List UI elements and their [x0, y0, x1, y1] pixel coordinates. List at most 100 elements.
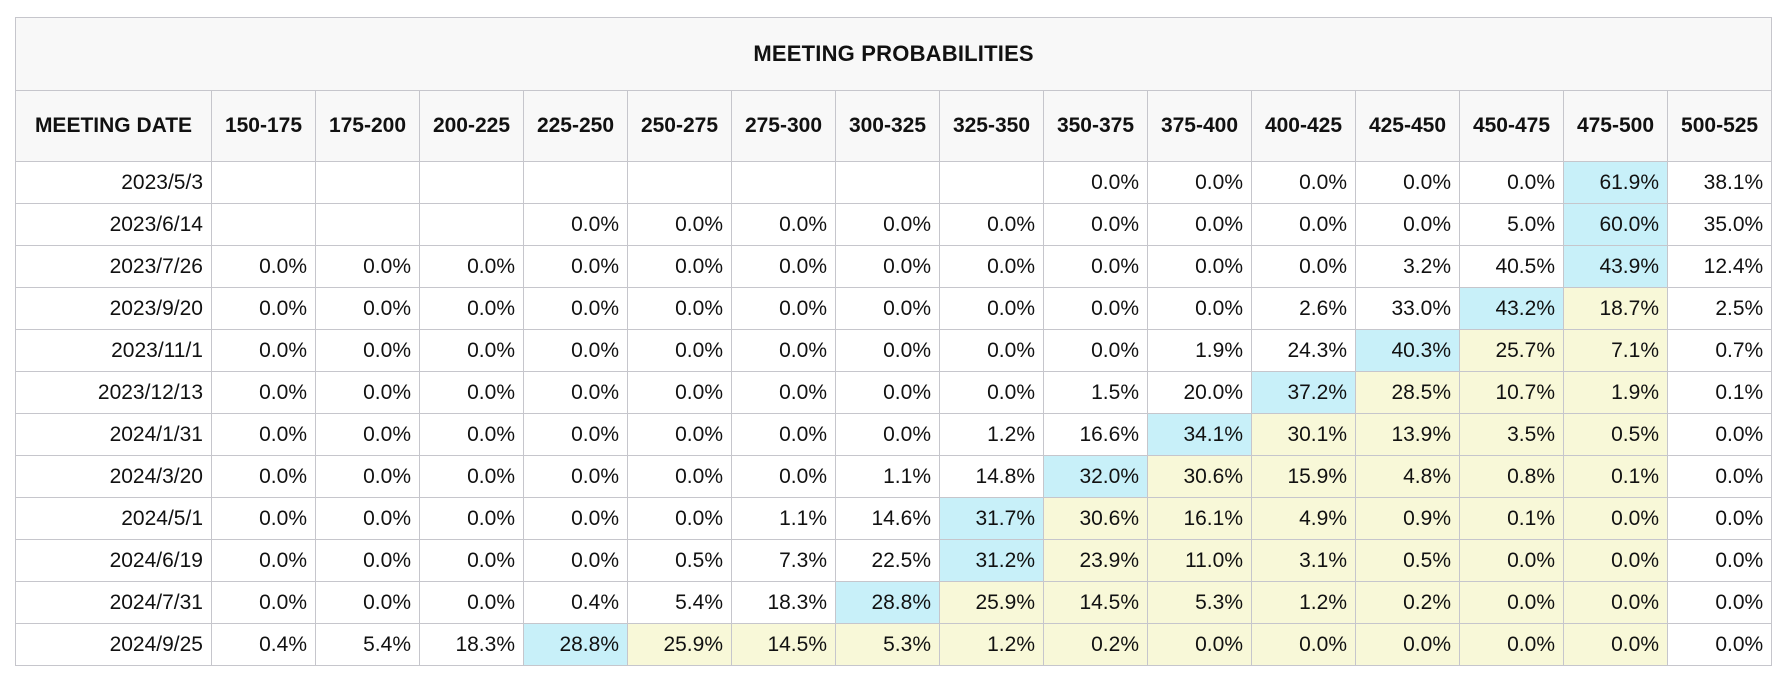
rate-range-header: 475-500 — [1563, 90, 1668, 162]
probability-cell: 0.0% — [523, 371, 628, 414]
probability-cell: 0.1% — [1459, 497, 1564, 540]
probability-cell: 0.0% — [315, 413, 420, 456]
table-title: MEETING PROBABILITIES — [14, 17, 1773, 91]
probability-cell: 0.0% — [1459, 581, 1564, 624]
probability-cell: 0.0% — [211, 539, 316, 582]
rate-range-header: 300-325 — [835, 90, 940, 162]
probability-cell: 18.3% — [419, 623, 524, 666]
meeting-date-header: MEETING DATE — [15, 90, 212, 162]
probability-cell: 0.0% — [835, 203, 940, 246]
probability-cell: 30.6% — [1043, 497, 1148, 540]
probability-cell: 0.0% — [419, 497, 524, 540]
probability-cell: 0.0% — [1251, 623, 1356, 666]
probability-cell: 1.5% — [1043, 371, 1148, 414]
probability-cell: 0.0% — [939, 371, 1044, 414]
probability-cell: 0.0% — [1251, 245, 1356, 288]
probability-cell: 22.5% — [835, 539, 940, 582]
probability-cell: 0.0% — [731, 203, 836, 246]
probability-cell: 0.0% — [1147, 287, 1252, 330]
probability-cell: 61.9% — [1563, 161, 1668, 204]
rate-range-header: 200-225 — [419, 90, 524, 162]
probability-cell: 0.0% — [1147, 203, 1252, 246]
rate-range-header: 425-450 — [1355, 90, 1460, 162]
probability-cell: 16.6% — [1043, 413, 1148, 456]
probability-cell: 0.0% — [1459, 161, 1564, 204]
table-row: 2023/11/1 0.0% 0.0% 0.0% 0.0% 0.0% 0.0% 0.0% 0.0… — [15, 329, 1773, 372]
probability-cell: 0.0% — [419, 287, 524, 330]
probability-cell: 1.2% — [939, 623, 1044, 666]
probability-cell: 0.0% — [627, 413, 732, 456]
table-row: 2023/12/13 0.0% 0.0% 0.0% 0.0% 0.0% 0.0% 0.0% 0.… — [15, 371, 1773, 414]
meeting-date-cell: 2023/6/14 — [15, 203, 212, 246]
probability-cell: 0.0% — [419, 581, 524, 624]
probability-cell: 28.8% — [523, 623, 628, 666]
probability-cell: 40.3% — [1355, 329, 1460, 372]
probability-cell: 0.0% — [1147, 161, 1252, 204]
probability-cell: 18.3% — [731, 581, 836, 624]
probability-cell: 4.8% — [1355, 455, 1460, 498]
probability-cell: 0.0% — [1666, 497, 1773, 540]
probability-cell: 1.1% — [835, 455, 940, 498]
probability-cell: 0.0% — [1666, 539, 1773, 582]
probability-cell: 30.6% — [1147, 455, 1252, 498]
probability-cell — [939, 161, 1044, 204]
probability-cell: 11.0% — [1147, 539, 1252, 582]
header-row: MEETING DATE 150-175 175-200 200-225 225-25… — [15, 90, 1773, 162]
table-row: 2024/6/19 0.0% 0.0% 0.0% 0.0% 0.5% 7.3% 22.5% 31… — [15, 539, 1773, 582]
probability-cell: 28.8% — [835, 581, 940, 624]
probability-cell: 0.0% — [1147, 623, 1252, 666]
probability-cell: 0.0% — [939, 287, 1044, 330]
probability-cell: 0.0% — [1563, 539, 1668, 582]
probability-cell — [419, 161, 524, 204]
probability-cell: 3.2% — [1355, 245, 1460, 288]
probability-cell: 0.0% — [419, 539, 524, 582]
probability-cell — [315, 203, 420, 246]
probability-cell: 0.0% — [627, 287, 732, 330]
probability-cell: 33.0% — [1355, 287, 1460, 330]
probability-cell: 0.2% — [1355, 581, 1460, 624]
probability-cell: 0.0% — [835, 245, 940, 288]
meeting-date-cell: 2024/5/1 — [15, 497, 212, 540]
probability-cell: 5.0% — [1459, 203, 1564, 246]
probability-cell: 0.8% — [1459, 455, 1564, 498]
probability-cell: 0.0% — [627, 497, 732, 540]
probability-cell: 0.1% — [1666, 371, 1773, 414]
probability-cell: 1.2% — [939, 413, 1044, 456]
probability-cell: 1.1% — [731, 497, 836, 540]
probability-cell: 0.0% — [1043, 245, 1148, 288]
probability-cell: 0.0% — [731, 287, 836, 330]
probability-cell: 0.0% — [1251, 203, 1356, 246]
probability-cell: 5.4% — [627, 581, 732, 624]
probability-cell: 0.0% — [1355, 161, 1460, 204]
table-body: 2023/5/3 0.0% 0.0% 0.0% 0.0% 0.0% 61.9% 38.1% 20… — [15, 161, 1773, 666]
probability-cell: 0.0% — [627, 455, 732, 498]
probability-cell: 23.9% — [1043, 539, 1148, 582]
meeting-date-cell: 2023/5/3 — [15, 161, 212, 204]
probability-cell: 0.0% — [523, 497, 628, 540]
probability-cell: 0.0% — [731, 455, 836, 498]
probability-cell: 0.0% — [419, 371, 524, 414]
table-row: 2024/3/20 0.0% 0.0% 0.0% 0.0% 0.0% 0.0% 1.1% 14.… — [15, 455, 1773, 498]
probability-cell: 0.0% — [523, 539, 628, 582]
rate-range-header: 400-425 — [1251, 90, 1356, 162]
probability-cell: 1.9% — [1563, 371, 1668, 414]
probability-cell: 16.1% — [1147, 497, 1252, 540]
probability-cell: 0.5% — [627, 539, 732, 582]
probability-cell: 20.0% — [1147, 371, 1252, 414]
probability-cell: 0.0% — [419, 329, 524, 372]
table-row: 2023/9/20 0.0% 0.0% 0.0% 0.0% 0.0% 0.0% 0.0% 0.0… — [15, 287, 1773, 330]
probability-cell: 0.2% — [1043, 623, 1148, 666]
probability-cell: 0.7% — [1666, 329, 1773, 372]
probability-cell: 0.0% — [1147, 245, 1252, 288]
probability-cell: 31.7% — [939, 497, 1044, 540]
probability-cell: 0.9% — [1355, 497, 1460, 540]
probability-cell: 0.0% — [211, 371, 316, 414]
probability-cell: 0.0% — [419, 245, 524, 288]
probability-cell: 0.0% — [523, 203, 628, 246]
probability-cell: 14.5% — [1043, 581, 1148, 624]
probability-cell: 24.3% — [1251, 329, 1356, 372]
probability-cell: 0.0% — [315, 497, 420, 540]
probability-cell: 10.7% — [1459, 371, 1564, 414]
rate-range-header: 150-175 — [211, 90, 316, 162]
probability-cell: 12.4% — [1666, 245, 1773, 288]
